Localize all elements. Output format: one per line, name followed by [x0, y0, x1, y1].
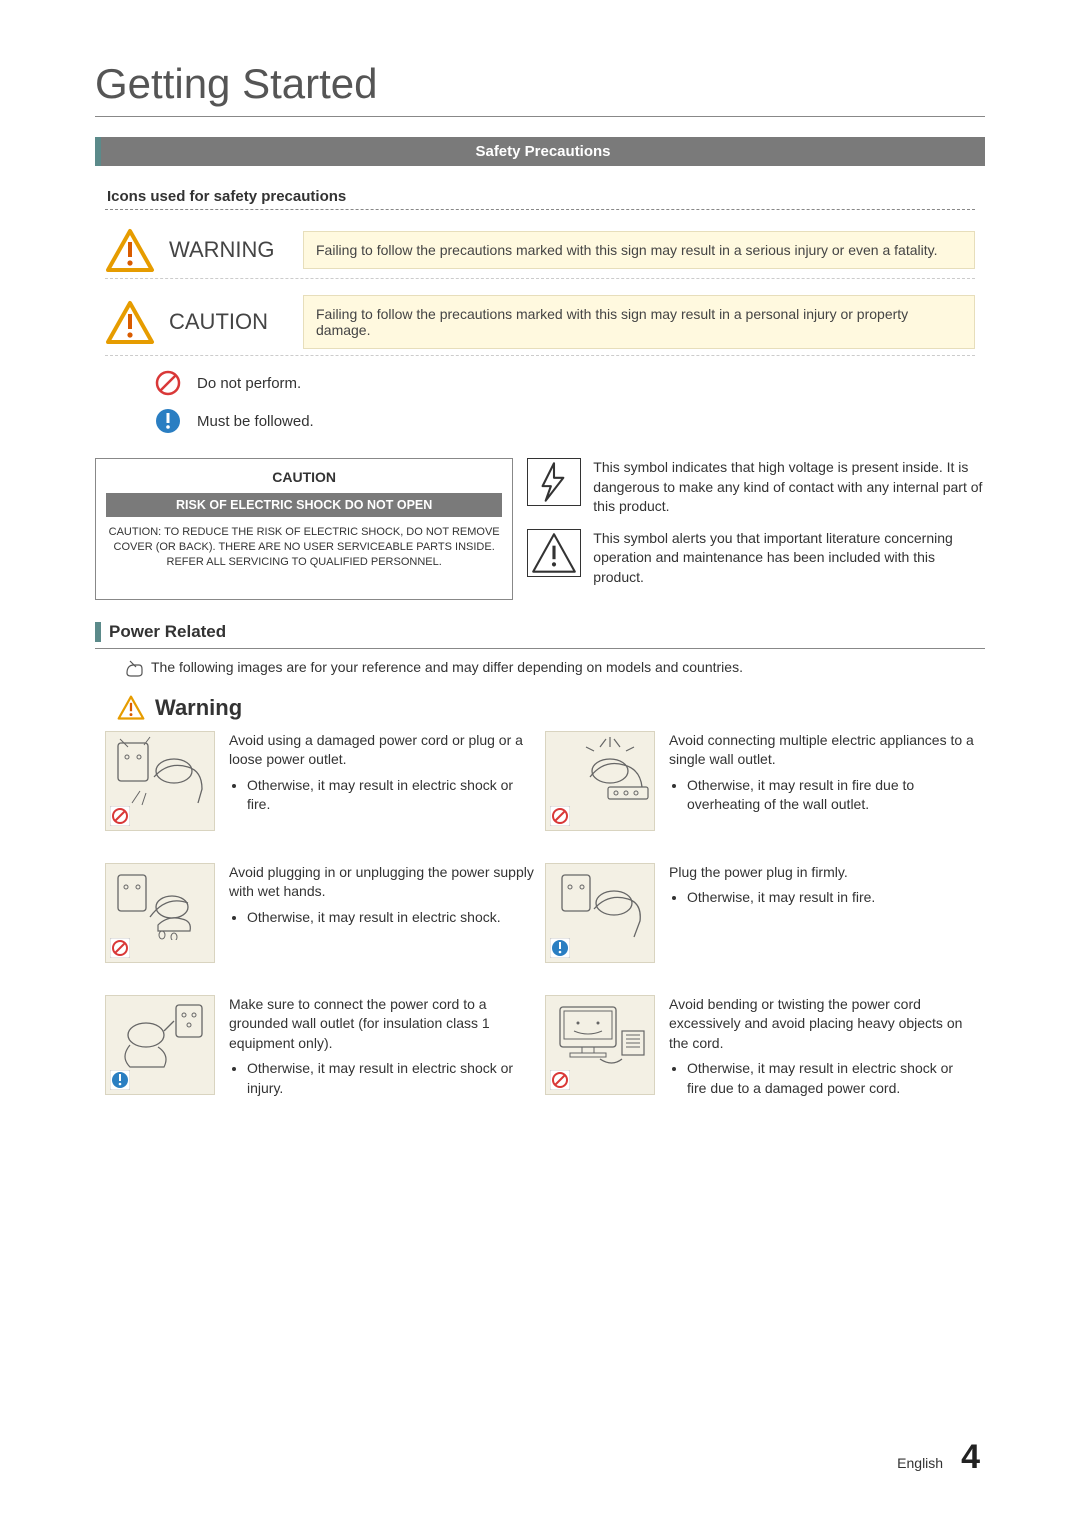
section-header-bar: Safety Precautions — [95, 137, 985, 166]
note-text: The following images are for your refere… — [151, 659, 743, 675]
power-related-text: Power Related — [109, 618, 226, 646]
scene-icon — [110, 1000, 210, 1072]
item-text: Avoid bending or twisting the power cord… — [669, 995, 975, 1101]
caution-triangle-icon — [105, 300, 155, 344]
must-follow-text: Must be followed. — [197, 413, 314, 430]
prohibit-badge-icon — [550, 1070, 570, 1090]
must-follow-row: Must be followed. — [155, 404, 975, 438]
warning-heading-row: Warning — [117, 695, 985, 721]
warning-item: Make sure to connect the power cord to a… — [105, 995, 535, 1101]
caution-box-title: CAUTION — [106, 469, 502, 485]
prohibit-badge-icon — [110, 806, 130, 826]
item-title: Avoid bending or twisting the power cord… — [669, 995, 975, 1054]
prohibit-badge-icon — [550, 806, 570, 826]
symbol-literature-row: This symbol alerts you that important li… — [527, 529, 985, 588]
scene-icon — [550, 736, 650, 808]
warning-heading-icon — [117, 695, 145, 720]
item-illustration — [545, 731, 655, 831]
page-title: Getting Started — [95, 60, 985, 117]
follow-icon — [155, 408, 181, 434]
follow-badge-icon — [110, 1070, 130, 1090]
do-not-perform-text: Do not perform. — [197, 375, 301, 392]
item-title: Make sure to connect the power cord to a… — [229, 995, 535, 1054]
caution-description: Failing to follow the precautions marked… — [303, 295, 975, 349]
caution-box: CAUTION RISK OF ELECTRIC SHOCK DO NOT OP… — [95, 458, 513, 600]
scene-icon — [550, 1000, 650, 1072]
symbol-column: This symbol indicates that high voltage … — [527, 458, 985, 600]
page-footer: English 4 — [897, 1438, 980, 1477]
warning-item: Avoid using a damaged power cord or plug… — [105, 731, 535, 831]
do-not-perform-row: Do not perform. — [155, 366, 975, 400]
reference-note: The following images are for your refere… — [125, 659, 985, 677]
warning-item: Avoid connecting multiple electric appli… — [545, 731, 975, 831]
footer-page-number: 4 — [961, 1438, 980, 1477]
item-text: Avoid using a damaged power cord or plug… — [229, 731, 535, 817]
footer-language: English — [897, 1455, 943, 1471]
caution-label: CAUTION — [169, 309, 289, 335]
scene-icon — [110, 736, 210, 808]
warning-item: Avoid plugging in or unplugging the powe… — [105, 863, 535, 963]
item-illustration — [545, 863, 655, 963]
warning-triangle-icon — [105, 228, 155, 272]
item-illustration — [105, 731, 215, 831]
item-title: Avoid connecting multiple electric appli… — [669, 731, 975, 770]
scene-icon — [550, 868, 650, 940]
caution-panel: CAUTION RISK OF ELECTRIC SHOCK DO NOT OP… — [95, 458, 985, 600]
item-text: Avoid plugging in or unplugging the powe… — [229, 863, 535, 930]
caution-row: CAUTION Failing to follow the precaution… — [105, 289, 975, 356]
item-title: Plug the power plug in firmly. — [669, 863, 875, 883]
item-illustration — [105, 995, 215, 1095]
item-bullet: Otherwise, it may result in electric sho… — [247, 908, 535, 928]
item-bullet: Otherwise, it may result in electric sho… — [687, 1059, 975, 1098]
voltage-bolt-icon — [527, 458, 581, 506]
item-illustration — [105, 863, 215, 963]
warning-item: Avoid bending or twisting the power cord… — [545, 995, 975, 1101]
symbol-literature-text: This symbol alerts you that important li… — [593, 529, 985, 588]
caution-box-text: CAUTION: TO REDUCE THE RISK OF ELECTRIC … — [106, 525, 502, 570]
item-text: Make sure to connect the power cord to a… — [229, 995, 535, 1101]
note-hand-icon — [125, 659, 143, 677]
follow-badge-icon — [550, 938, 570, 958]
accent-bar — [95, 622, 101, 642]
item-title: Avoid using a damaged power cord or plug… — [229, 731, 535, 770]
symbol-voltage-text: This symbol indicates that high voltage … — [593, 458, 985, 517]
warning-label: WARNING — [169, 237, 289, 263]
item-bullet: Otherwise, it may result in electric sho… — [247, 776, 535, 815]
item-text: Avoid connecting multiple electric appli… — [669, 731, 975, 817]
warning-heading-text: Warning — [155, 695, 242, 721]
scene-icon — [110, 868, 210, 940]
page-container: Getting Started Safety Precautions Icons… — [0, 0, 1080, 1141]
caution-box-bar: RISK OF ELECTRIC SHOCK DO NOT OPEN — [106, 493, 502, 517]
icons-subheading: Icons used for safety precautions — [105, 184, 975, 210]
prohibit-badge-icon — [110, 938, 130, 958]
warning-description: Failing to follow the precautions marked… — [303, 231, 975, 269]
item-title: Avoid plugging in or unplugging the powe… — [229, 863, 535, 902]
item-bullet: Otherwise, it may result in electric sho… — [247, 1059, 535, 1098]
warning-row: WARNING Failing to follow the precaution… — [105, 222, 975, 279]
item-illustration — [545, 995, 655, 1095]
item-bullet: Otherwise, it may result in fire due to … — [687, 776, 975, 815]
literature-triangle-icon — [527, 529, 581, 577]
item-bullet: Otherwise, it may result in fire. — [687, 888, 875, 908]
prohibit-icon — [155, 370, 181, 396]
warning-items-grid: Avoid using a damaged power cord or plug… — [105, 731, 975, 1101]
power-related-heading: Power Related — [95, 618, 985, 649]
symbol-voltage-row: This symbol indicates that high voltage … — [527, 458, 985, 517]
item-text: Plug the power plug in firmly. Otherwise,… — [669, 863, 875, 910]
warning-item: Plug the power plug in firmly. Otherwise,… — [545, 863, 975, 963]
